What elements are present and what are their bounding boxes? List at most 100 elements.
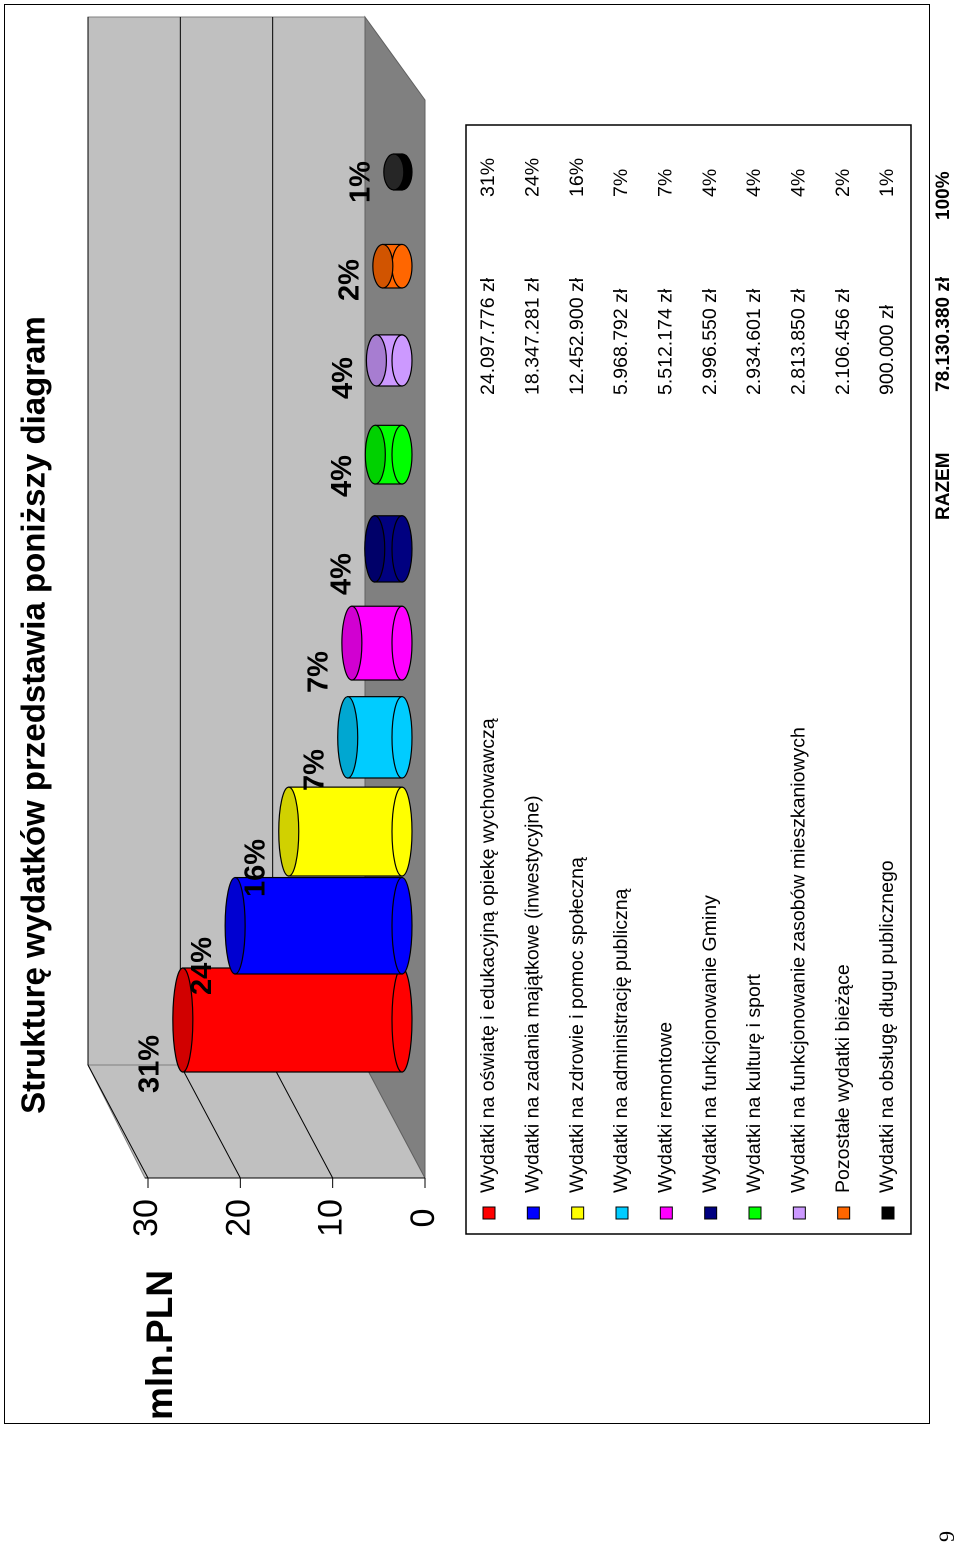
data-label: 7% (298, 749, 330, 791)
legend-percent: 24% (521, 158, 543, 197)
legend-amount: 2.996.550 zł (699, 288, 721, 395)
gridline-side-30 (87, 1064, 149, 1179)
y-tick-label: 20 (219, 1199, 257, 1237)
legend-row-1: Wydatki na oświatę i edukacyjną opiekę w… (477, 158, 499, 1220)
legend-percent: 1% (876, 169, 898, 197)
legend-row-9: Pozostałe wydatki bieżące 2.106.456 zł 2% (832, 169, 854, 1220)
legend-percent: 4% (787, 169, 809, 197)
bar-base-cap (391, 786, 413, 877)
bar-body (288, 786, 403, 877)
legend: Wydatki na oświatę i edukacyjną opiekę w… (465, 124, 912, 1235)
legend-amount: 5.968.792 zł (610, 288, 632, 395)
legend-amount: 900.000 zł (876, 304, 898, 395)
legend-swatch (526, 1206, 540, 1220)
gridline-side-10 (272, 1064, 334, 1179)
data-label: 31% (133, 1035, 165, 1093)
legend-swatch (482, 1206, 496, 1220)
bar-6: 4% (325, 515, 413, 595)
data-label: 2% (333, 259, 365, 301)
bar-top-cap (224, 876, 246, 975)
legend-swatch (571, 1206, 585, 1220)
legend-percent: 4% (699, 169, 721, 197)
legend-row-4: Wydatki na administrację publiczną 5.968.… (610, 169, 632, 1220)
legend-category: Wydatki na zdrowie i pomoc społeczną (566, 857, 588, 1193)
bar-10: 1% (344, 153, 413, 203)
legend-swatch (615, 1206, 629, 1220)
bar-top-cap (364, 515, 386, 583)
legend-percent: 31% (477, 158, 499, 197)
bar-5: 7% (303, 605, 413, 693)
legend-category: Pozostałe wydatki bieżące (832, 964, 854, 1193)
legend-category: Wydatki remontowe (654, 1022, 676, 1193)
y-tick-label: 0 (404, 1209, 442, 1228)
legend-percent: 7% (654, 169, 676, 197)
bar-top-cap (172, 967, 194, 1073)
bar-body (234, 876, 403, 975)
bar-top-cap (337, 696, 359, 779)
legend-category: Wydatki na oświatę i edukacyjną opiekę w… (477, 718, 499, 1193)
legend-amount: 2.813.850 zł (787, 288, 809, 395)
bar-8: 4% (327, 334, 413, 399)
bar-base-cap (391, 696, 413, 779)
bar-1: 31% (133, 967, 413, 1093)
chart-title: Strukturę wydatków przedstawia poniższy … (15, 316, 52, 1114)
legend-amount: 18.347.281 zł (521, 277, 543, 395)
legend-amount: 12.452.900 zł (566, 277, 588, 395)
bar-top-cap (341, 605, 363, 681)
legend-row-3: Wydatki na zdrowie i pomoc społeczną 12.4… (566, 158, 588, 1220)
legend-swatch (792, 1206, 806, 1220)
total-row: RAZEM 78.130.380 zł 100% (933, 171, 954, 520)
bars: 31% 24% 16% 7% 7% 4% 4% 4% 2% 1% (133, 153, 413, 1093)
total-label: RAZEM (933, 452, 954, 520)
legend-row-10: Wydatki na obsługę długu publicznego 900.… (876, 169, 898, 1220)
legend-swatch (748, 1206, 762, 1220)
data-label: 16% (239, 839, 271, 897)
bar-7: 4% (326, 424, 413, 497)
chart-frame (4, 4, 930, 1424)
y-tick-label: 30 (127, 1199, 165, 1237)
bar-base-cap (391, 967, 413, 1073)
bar-base-cap (391, 334, 413, 387)
data-label: 7% (303, 651, 335, 693)
bar-body (182, 967, 403, 1073)
legend-row-2: Wydatki na zadania majątkowe (inwestycyj… (521, 158, 543, 1220)
legend-swatch (881, 1206, 895, 1220)
legend-row-6: Wydatki na funkcjonowanie Gminy 2.996.550… (699, 169, 721, 1220)
legend-percent: 7% (610, 169, 632, 197)
page-number: 9 (934, 1531, 959, 1542)
bar-9: 2% (333, 243, 413, 301)
legend-row-8: Wydatki na funkcjonowanie zasobów mieszk… (787, 169, 809, 1220)
y-tick-label: 10 (312, 1199, 350, 1237)
data-label: 4% (325, 553, 357, 595)
bar-top-cap (364, 424, 386, 485)
total-amount: 78.130.380 zł (933, 276, 954, 392)
bar-base-cap (391, 876, 413, 975)
legend-percent: 4% (743, 169, 765, 197)
legend-category: Wydatki na funkcjonowanie Gminy (699, 895, 721, 1193)
legend-swatch (704, 1206, 718, 1220)
bar-base-cap (391, 424, 413, 485)
legend-box (465, 124, 912, 1235)
bar-2: 24% (186, 876, 413, 995)
data-label: 1% (344, 161, 376, 203)
legend-percent: 16% (566, 158, 588, 197)
legend-swatch (659, 1206, 673, 1220)
bar-4: 7% (298, 696, 413, 791)
bar-3: 16% (239, 786, 413, 897)
bar-base-cap (391, 515, 413, 583)
legend-amount: 5.512.174 zł (654, 288, 676, 395)
legend-category: Wydatki na funkcjonowanie zasobów mieszk… (787, 727, 809, 1193)
legend-swatch (837, 1206, 851, 1220)
legend-category: Wydatki na obsługę długu publicznego (876, 860, 898, 1193)
legend-percent: 2% (832, 169, 854, 197)
bar-top-cap (278, 786, 300, 877)
y-axis-label: mln.PLN (139, 1270, 180, 1420)
legend-row-7: Wydatki na kulturę i sport 2.934.601 zł 4% (743, 169, 765, 1220)
legend-row-5: Wydatki remontowe 5.512.174 zł 7% (654, 169, 676, 1220)
gridline-side-20 (179, 1064, 241, 1179)
bar-top-cap (365, 334, 388, 387)
legend-amount: 2.934.601 zł (743, 288, 765, 395)
bar-top-cap (372, 243, 394, 289)
data-label: 24% (186, 937, 218, 995)
